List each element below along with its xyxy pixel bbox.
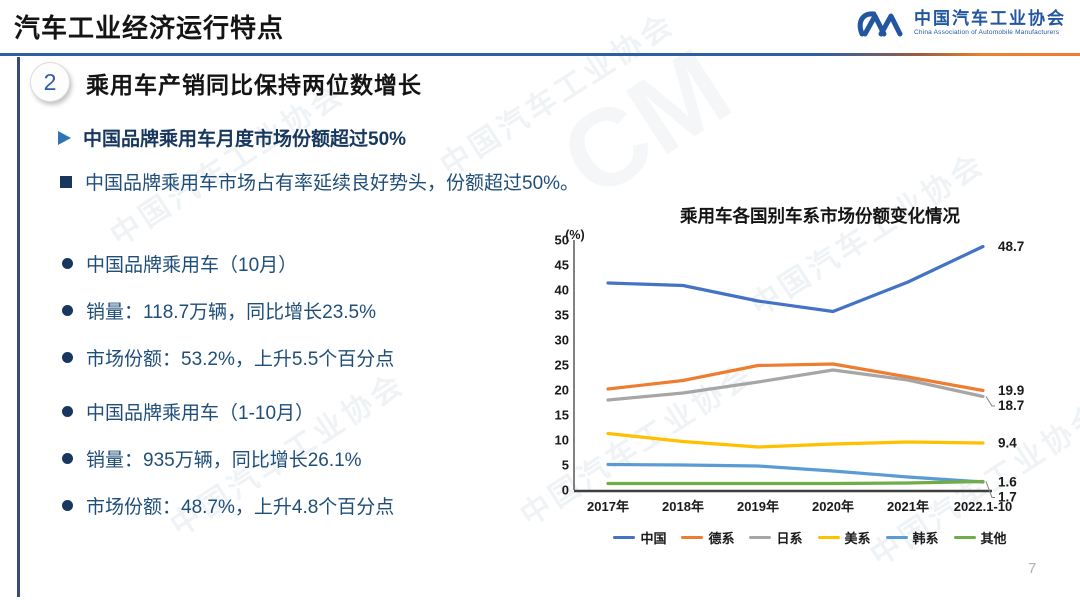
page-number: 7 [1028,560,1037,577]
series-end-label-2: 18.7 [998,398,1024,413]
y-tick-label: 30 [555,333,569,348]
list-item: 中国品牌乘用车（10月） [62,240,394,287]
y-tick-label: 35 [555,308,569,323]
y-tick-label: 40 [555,283,569,298]
y-axis-unit-label: (%) [565,228,584,242]
bullet-group-october: 中国品牌乘用车（10月） 销量：118.7万辆，同比增长23.5% 市场份额：5… [62,240,394,381]
legend-label: 韩系 [912,531,939,546]
legend-label: 德系 [708,531,735,546]
legend-swatch-icon [953,535,976,540]
dot-bullet-icon [62,352,73,363]
legend-item-5: 其他 [953,528,1007,547]
chart-legend: 中国 德系 日系 美系 韩系 其他 [545,528,1075,547]
bullet-group-jan-october: 中国品牌乘用车（1-10月） 销量：935万辆，同比增长26.1% 市场份额：4… [62,388,394,529]
arrow-bullet-line: 中国品牌乘用车月度市场份额超过50% [58,124,406,151]
legend-swatch-icon [817,535,840,540]
x-tick-label: 2017年 [587,499,629,514]
series-line-3 [606,431,985,449]
bullet-text: 中国品牌乘用车（10月） [86,255,298,276]
legend-swatch-icon [885,535,908,540]
page-title: 汽车工业经济运行特点 [14,13,285,43]
legend-label: 其他 [980,531,1007,546]
section-number-badge: 2 [30,62,70,102]
dot-bullet-icon [62,500,73,511]
y-tick-label: 25 [555,358,569,373]
list-item: 市场份额：48.7%，上升4.8个百分点 [62,482,394,529]
bullet-text: 市场份额：48.7%，上升4.8个百分点 [86,497,395,518]
legend-item-3: 美系 [817,528,871,547]
bullet-text: 市场份额：53.2%，上升5.5个百分点 [86,349,395,370]
end-label-leader-5 [985,481,995,498]
x-tick-label: 2022.1-10 [954,499,1013,514]
list-item: 销量：935万辆，同比增长26.1% [62,435,394,482]
legend-swatch-icon [749,535,772,540]
legend-swatch-icon [681,535,704,540]
series-end-label-4: 1.6 [998,475,1017,490]
series-end-label-0: 48.7 [998,239,1024,254]
header-divider [0,53,1080,56]
series-line-2 [606,368,985,402]
watermark-text: 中国汽车工业协会 [434,7,681,183]
series-end-label-5: 1.7 [998,490,1017,505]
left-accent-bar [17,57,20,597]
section-number: 2 [43,68,57,95]
bullet-text: 销量：935万辆，同比增长26.1% [86,450,362,471]
square-bullet-line: 中国品牌乘用车市场占有率延续良好势头，份额超过50%。 [60,168,579,195]
legend-item-2: 日系 [749,528,803,547]
section-heading: 乘用车产销同比保持两位数增长 [86,72,422,98]
logo-name-en: China Association of Automobile Manufact… [914,28,1060,36]
bullet-text: 销量：118.7万辆，同比增长23.5% [86,302,377,323]
legend-label: 美系 [844,531,871,546]
y-tick-label: 5 [562,458,569,473]
x-tick-label: 2019年 [737,499,779,514]
series-end-label-3: 9.4 [998,436,1017,451]
list-item: 中国品牌乘用车（1-10月） [62,388,394,435]
legend-label: 日系 [776,531,803,546]
legend-label: 中国 [640,531,667,546]
x-tick-label: 2020年 [812,499,854,514]
y-tick-label: 15 [555,408,569,423]
y-tick-label: 50 [555,233,569,248]
dot-bullet-icon [62,305,73,316]
series-line-0 [606,244,985,314]
legend-item-0: 中国 [613,528,666,547]
series-line-5 [606,479,985,486]
series-line-4 [606,462,985,484]
caam-logo: 中国汽车工业协会 China Association of Automobile… [854,7,1066,39]
arrow-bullet-text: 中国品牌乘用车月度市场份额超过50% [83,129,407,150]
y-tick-label: 10 [555,433,569,448]
y-tick-label: 45 [555,258,569,273]
market-share-chart-svg: (%) 0 5 10 15 20 25 30 35 40 45 50 2017年 2018年 2019年 20… [555,228,1025,514]
list-item: 市场份额：53.2%，上升5.5个百分点 [62,334,394,381]
market-share-chart: 乘用车各国别车系市场份额变化情况 (%) 0 5 10 15 20 25 30 35 40 45 50… [545,203,1075,555]
chart-title: 乘用车各国别车系市场份额变化情况 [680,206,960,226]
caam-logo-icon [857,11,903,37]
legend-item-1: 德系 [681,528,734,547]
end-label-leader-2 [985,396,995,407]
square-bullet-text: 中国品牌乘用车市场占有率延续良好势头，份额超过50%。 [85,173,580,194]
legend-swatch-icon [613,535,636,540]
dot-bullet-icon [62,453,73,464]
bullet-text: 中国品牌乘用车（1-10月） [86,403,315,424]
dot-bullet-icon [62,406,73,417]
square-bullet-icon [60,175,72,188]
x-tick-label: 2018年 [662,499,704,514]
list-item: 销量：118.7万辆，同比增长23.5% [62,287,394,334]
legend-item-4: 韩系 [885,528,939,547]
series-end-label-1: 19.9 [998,383,1024,398]
y-tick-label: 0 [562,483,569,498]
arrow-bullet-icon [58,130,71,145]
x-tick-label: 2021年 [887,499,929,514]
logo-name-cn: 中国汽车工业协会 [914,9,1066,29]
series-line-1 [606,362,985,393]
dot-bullet-icon [62,258,73,269]
y-tick-label: 20 [555,383,569,398]
